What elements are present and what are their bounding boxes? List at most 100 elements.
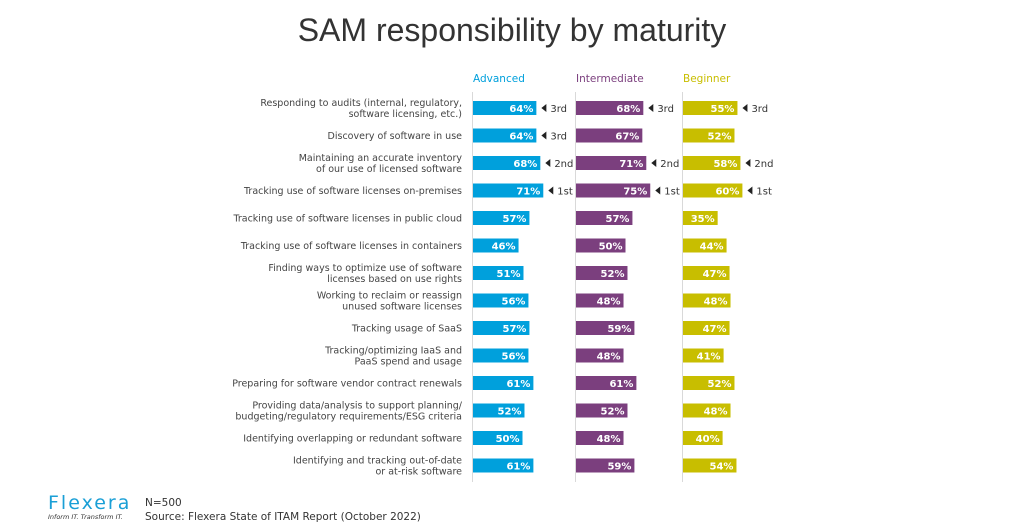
data-label: 54% (710, 461, 734, 472)
data-label: 61% (506, 379, 530, 390)
rank-pointer-icon (651, 159, 657, 167)
rank-label: 3rd (657, 104, 674, 115)
rank-pointer-icon (541, 131, 547, 140)
category-label: Working to reclaim or reassign (317, 291, 462, 302)
data-label: 61% (506, 461, 530, 472)
category-label: licenses based on use rights (327, 274, 462, 285)
data-label: 59% (607, 324, 631, 335)
bar-intermediate (576, 238, 626, 253)
data-label: 64% (509, 131, 533, 142)
data-label: 57% (502, 324, 526, 335)
bar-beginner (683, 321, 730, 335)
bar-intermediate (576, 128, 643, 143)
category-label: Discovery of software in use (328, 131, 463, 142)
bar-beginner (683, 293, 731, 308)
bar-beginner (683, 156, 741, 170)
data-label: 52% (498, 406, 522, 417)
bar-advanced (473, 348, 529, 363)
rank-pointer-icon (745, 159, 751, 167)
bar-advanced (473, 321, 530, 335)
data-label: 48% (704, 406, 728, 417)
data-label: 48% (704, 296, 728, 307)
bar-intermediate (576, 321, 635, 335)
data-label: 59% (607, 461, 631, 472)
category-label: Providing data/analysis to support plann… (252, 401, 462, 412)
data-label: 50% (496, 434, 520, 445)
data-label: 57% (605, 214, 629, 225)
data-label: 71% (516, 186, 540, 197)
bar-beginner (683, 431, 723, 445)
data-label: 48% (597, 434, 621, 445)
bar-beginner (683, 376, 735, 390)
bar-intermediate (576, 211, 633, 225)
category-label: PaaS spend and usage (355, 357, 463, 368)
category-label: Responding to audits (internal, regulato… (260, 98, 462, 109)
category-label: Tracking use of software licenses in con… (240, 241, 462, 252)
data-label: 51% (497, 269, 521, 280)
footer: N=500 Source: Flexera State of ITAM Repo… (145, 496, 421, 524)
data-label: 71% (619, 159, 643, 170)
data-label: 60% (715, 186, 739, 197)
data-label: 48% (597, 296, 621, 307)
rank-label: 2nd (660, 159, 679, 170)
category-label: Finding ways to optimize use of software (268, 263, 462, 274)
category-label: Tracking use of software licenses on-pre… (243, 186, 462, 197)
data-label: 40% (696, 434, 720, 445)
data-label: 55% (711, 104, 735, 115)
flexera-logo: Flexera Inform IT. Transform IT. (48, 492, 132, 521)
bar-beginner (683, 211, 718, 225)
category-label: Tracking/optimizing IaaS and (324, 346, 462, 357)
data-label: 41% (697, 351, 721, 362)
bar-intermediate (576, 293, 624, 308)
rank-pointer-icon (742, 104, 748, 112)
rank-label: 1st (557, 186, 573, 197)
bar-beginner (683, 238, 727, 253)
rank-pointer-icon (747, 186, 753, 195)
rank-label: 3rd (550, 131, 567, 142)
source-note: Source: Flexera State of ITAM Report (Oc… (145, 511, 421, 523)
bar-intermediate (576, 376, 637, 390)
rank-pointer-icon (648, 104, 654, 112)
rank-label: 2nd (554, 159, 573, 170)
bar-beginner (683, 266, 730, 280)
data-label: 52% (708, 379, 732, 390)
rank-pointer-icon (655, 186, 661, 195)
bar-advanced (473, 128, 537, 143)
bar-beginner (683, 101, 738, 115)
data-label: 47% (703, 269, 727, 280)
rank-pointer-icon (541, 104, 547, 112)
data-label: 50% (599, 241, 623, 252)
bar-advanced (473, 458, 534, 473)
bar-intermediate (576, 431, 624, 445)
bar-beginner (683, 403, 731, 418)
category-label: of our use of licensed software (316, 164, 462, 175)
rank-pointer-icon (545, 159, 551, 167)
rank-label: 1st (664, 186, 680, 197)
rank-label: 1st (756, 186, 772, 197)
data-label: 75% (623, 186, 647, 197)
bar-intermediate (576, 348, 624, 363)
category-label: or at-risk software (375, 467, 462, 478)
data-label: 64% (509, 104, 533, 115)
data-label: 52% (601, 406, 625, 417)
bar-intermediate (576, 183, 651, 198)
rank-label: 2nd (754, 159, 773, 170)
bar-beginner (683, 183, 743, 198)
bar-intermediate (576, 101, 644, 115)
data-label: 68% (513, 159, 537, 170)
bar-advanced (473, 211, 530, 225)
bar-advanced (473, 403, 525, 418)
category-label: Preparing for software vendor contract r… (232, 379, 462, 390)
category-label: software licensing, etc.) (349, 109, 462, 120)
bar-advanced (473, 183, 544, 198)
data-label: 56% (502, 351, 526, 362)
column-header-advanced: Advanced (473, 73, 525, 85)
data-label: 52% (601, 269, 625, 280)
data-label: 56% (502, 296, 526, 307)
data-label: 52% (708, 131, 732, 142)
column-header-intermediate: Intermediate (576, 73, 644, 85)
rank-pointer-icon (548, 186, 554, 195)
category-label: Maintaining an accurate inventory (299, 153, 463, 164)
bar-advanced (473, 101, 537, 115)
